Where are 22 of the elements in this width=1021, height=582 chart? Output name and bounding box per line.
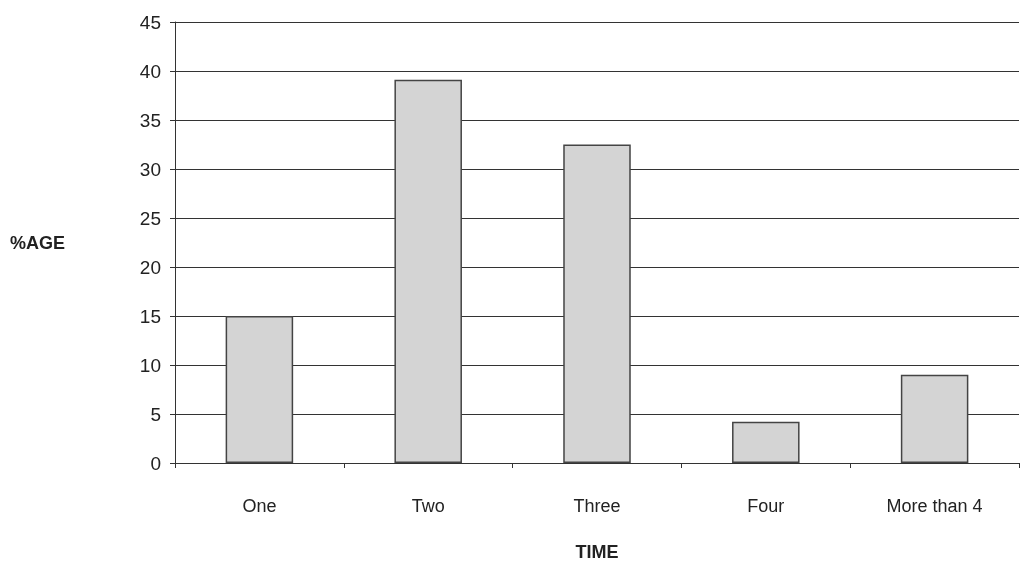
y-tick-label: 0	[150, 452, 161, 474]
x-axis-title: TIME	[575, 542, 619, 562]
bar	[394, 79, 462, 463]
bar	[225, 316, 294, 463]
y-tick-label: 15	[139, 305, 161, 327]
x-tick-label: Two	[411, 496, 445, 516]
x-tick-label: Four	[747, 496, 785, 516]
x-tick-label: One	[242, 496, 277, 516]
y-tick-label: 40	[139, 60, 161, 82]
y-tick-label: 45	[139, 11, 161, 33]
bar	[900, 374, 969, 463]
x-tick-label: More than 4	[886, 496, 983, 516]
y-tick-label: 10	[139, 354, 161, 376]
y-tick-label: 35	[139, 109, 161, 131]
y-tick-label: 30	[139, 158, 161, 180]
bar	[732, 421, 800, 463]
y-tick-label: 20	[139, 256, 161, 278]
bar	[563, 144, 631, 463]
y-axis-title: %AGE	[9, 232, 65, 253]
y-tick-label: 25	[139, 207, 161, 229]
x-tick-label: Three	[573, 496, 621, 516]
y-tick-label: 5	[150, 403, 161, 425]
